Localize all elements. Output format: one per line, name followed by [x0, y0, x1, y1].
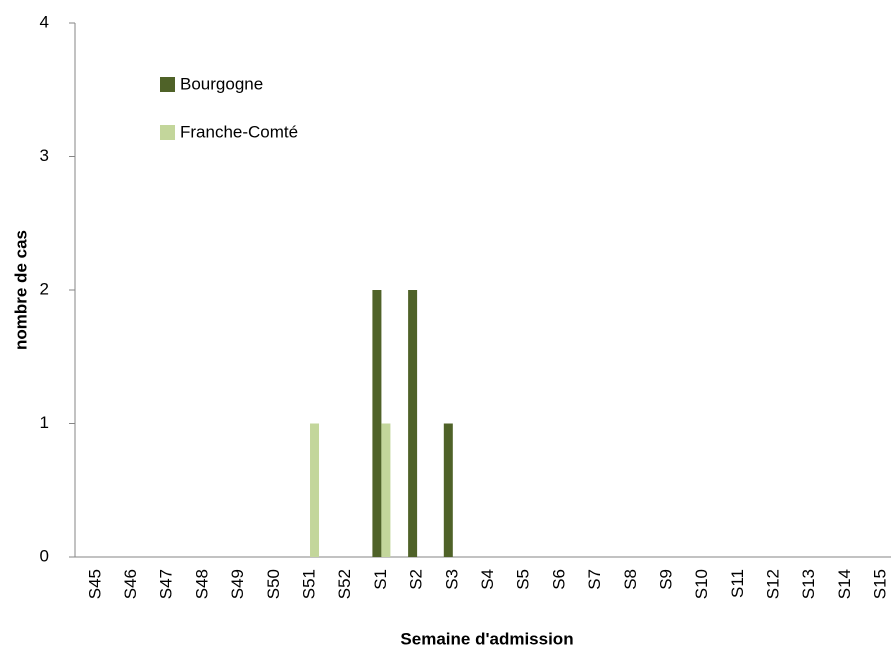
x-tick-label: S14 [835, 569, 854, 599]
x-axis-label: Semaine d'admission [400, 629, 573, 648]
y-axis-label: nombre de cas [11, 230, 30, 350]
x-tick-label: S3 [442, 569, 461, 590]
bar [408, 290, 418, 557]
bar [310, 423, 320, 557]
x-tick-label: S6 [549, 569, 568, 590]
x-tick-label: S4 [478, 569, 497, 590]
y-tick-label: 3 [40, 146, 49, 165]
y-tick-label: 2 [40, 279, 49, 298]
y-tick-label: 1 [40, 413, 49, 432]
bar [443, 423, 453, 557]
x-tick-label: S12 [764, 569, 783, 599]
x-tick-label: S46 [121, 569, 140, 599]
legend-swatch [160, 125, 175, 140]
x-tick-label: S5 [514, 569, 533, 590]
legend-label: Franche-Comté [180, 122, 298, 141]
x-tick-label: S7 [585, 569, 604, 590]
x-tick-label: S10 [692, 569, 711, 599]
x-tick-label: S52 [335, 569, 354, 599]
legend-label: Bourgogne [180, 74, 263, 93]
legend-swatch [160, 77, 175, 92]
x-tick-label: S11 [728, 569, 747, 598]
x-tick-label: S2 [407, 569, 426, 590]
bar [381, 423, 391, 557]
y-tick-label: 0 [40, 546, 49, 565]
x-tick-label: S1 [371, 569, 390, 590]
x-tick-label: S13 [799, 569, 818, 599]
x-tick-label: S49 [228, 569, 247, 599]
bar [372, 290, 382, 557]
x-tick-label: S9 [656, 569, 675, 590]
x-tick-label: S45 [85, 569, 104, 599]
x-tick-label: S47 [157, 569, 176, 599]
x-tick-label: S50 [264, 569, 283, 599]
x-tick-label: S8 [621, 569, 640, 590]
x-tick-label: S51 [300, 569, 319, 599]
x-tick-label: S15 [871, 569, 890, 599]
x-tick-label: S48 [192, 569, 211, 599]
y-tick-label: 4 [40, 12, 49, 31]
